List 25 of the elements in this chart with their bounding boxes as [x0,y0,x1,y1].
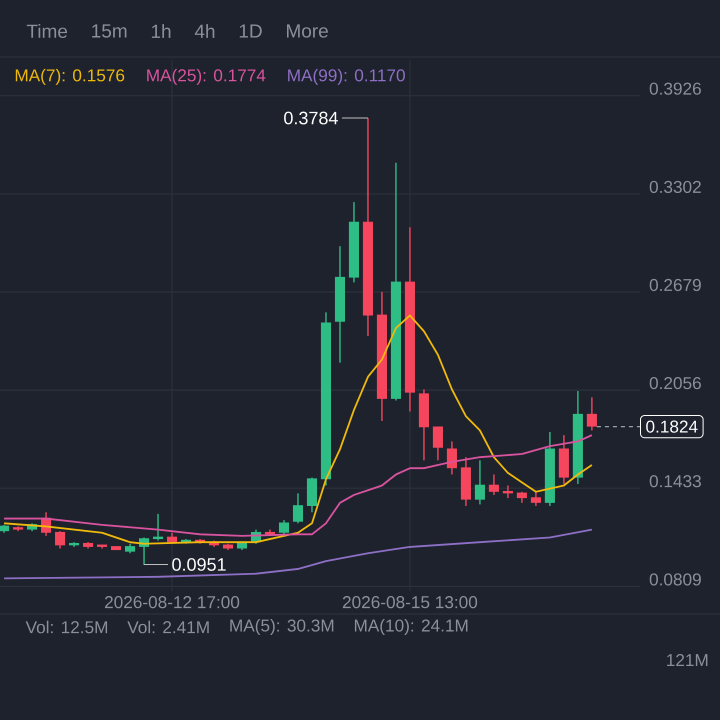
text: 121M [667,654,708,666]
text: MA(99): 0.1170 [288,68,405,85]
text: MA(10): 24.1M [354,619,468,635]
y-tick-label: 0.2056 [650,377,701,390]
annotation: 0.3784 [284,112,338,124]
text: 4h [194,24,214,38]
text: MA(7): 0.1576 [16,68,124,85]
text: 1h [152,24,170,38]
text: MA(25): 0.1774 [147,68,266,85]
y-tick-label: 0.2679 [650,278,701,292]
y-tick-label: 0.3926 [650,82,701,95]
y-tick-label: 0.3302 [650,180,701,193]
text: More [287,24,328,38]
text: Vol: 2.41M [127,620,209,634]
text: MA(5): 30.3M [230,619,334,635]
text: 15m [92,24,126,38]
text: 1D [240,24,262,38]
annotation: 0.0951 [172,558,226,571]
x-tick-label: 2026-08-15 13:00 [342,596,478,608]
y-tick-label: 0.0809 [650,573,701,586]
y-tick-label: 0.1433 [650,475,701,488]
text: Time [26,24,68,38]
ref-line-label: 0.1824 [646,420,698,433]
text: Vol: 12.5M [26,620,108,634]
x-tick-label: 2026-08-12 17:00 [105,596,240,608]
